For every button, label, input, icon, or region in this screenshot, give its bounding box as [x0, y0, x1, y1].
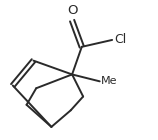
Text: Cl: Cl: [114, 33, 126, 46]
Text: O: O: [67, 4, 77, 17]
Text: Me: Me: [101, 76, 118, 86]
